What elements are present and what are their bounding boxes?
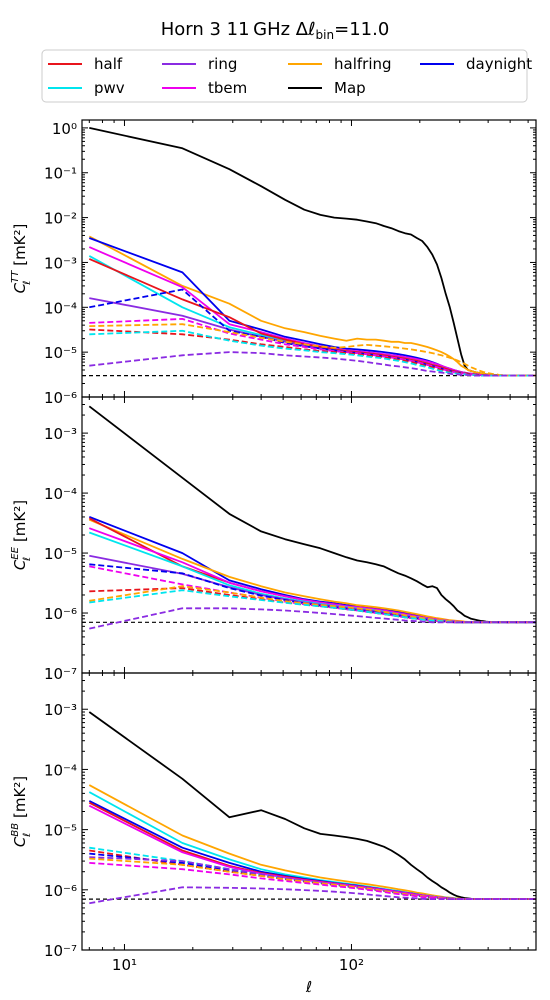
legend-label-half: half	[94, 55, 123, 73]
y-tick-label: 10⁻²	[44, 210, 77, 228]
y-tick-label: 10⁻⁶	[44, 605, 77, 623]
y-tick-label: 10⁻⁵	[44, 344, 77, 362]
y-tick-label: 10⁻⁵	[44, 545, 77, 563]
panel-frame	[81, 672, 537, 951]
series-halfring-solid	[88, 235, 536, 377]
series-half-solid	[88, 801, 536, 900]
x-axis-label: ℓ	[305, 978, 312, 996]
chart-title: Horn 3 11 GHz Δℓbin=11.0	[161, 19, 390, 42]
y-tick-label: 10⁻⁵	[44, 822, 77, 840]
series-daynight-solid	[88, 800, 536, 900]
y-tick-label: 10⁻⁴	[44, 485, 77, 503]
series-ring-dashed	[89, 886, 536, 905]
panel-2: 10⁻⁷ 10⁻⁶ 10⁻⁵ 10⁻⁴ 10⁻³ CEEℓ [mK²]	[10, 396, 537, 683]
y-axis-label: CTTℓ [mK²]	[10, 224, 33, 294]
series-map-solid	[88, 711, 536, 900]
y-tick-label: 10⁰	[52, 120, 77, 138]
series-ring-dashed	[89, 351, 536, 377]
legend-label-pwv: pwv	[94, 79, 125, 97]
y-axis-label: CEEℓ [mK²]	[10, 500, 33, 570]
y-tick-label: 10⁻¹	[44, 165, 77, 183]
y-tick-label: 10⁻⁷	[44, 665, 77, 683]
legend-label-halfring: halfring	[334, 55, 392, 73]
legend-label-daynight: daynight	[466, 55, 532, 73]
series-ring-dashed	[89, 607, 536, 630]
panel-1: 10⁻⁶ 10⁻⁵ 10⁻⁴ 10⁻³ 10⁻² 10⁻¹ 10⁰ CTTℓ [mK²]	[10, 119, 537, 407]
series-half-dashed	[89, 328, 536, 377]
panel-3: 10⁻⁷ 10⁻⁶ 10⁻⁵ 10⁻⁴ 10⁻³ CBBℓ [mK²]	[10, 672, 537, 960]
series-ring-solid	[89, 297, 536, 377]
series-pwv-dashed	[89, 329, 536, 377]
y-tick-label: 10⁻⁷	[44, 942, 77, 960]
legend-label-tbem: tbem	[208, 79, 247, 97]
series-daynight-solid	[88, 237, 536, 377]
x-tick-label: 10²	[339, 956, 364, 974]
series-map-solid	[89, 127, 536, 377]
y-tick-label: 10⁻³	[44, 254, 77, 272]
y-tick-label: 10⁻⁶	[44, 389, 77, 407]
y-tick-label: 10⁻⁴	[44, 299, 77, 317]
legend-label-ring: ring	[208, 55, 237, 73]
y-tick-label: 10⁻⁴	[44, 761, 77, 779]
y-axis-label: CBBℓ [mK²]	[10, 776, 33, 847]
y-tick-label: 10⁻⁶	[44, 882, 77, 900]
legend-label-map: Map	[334, 79, 366, 97]
y-tick-label: 10⁻³	[44, 425, 77, 443]
series-tbem-solid	[88, 804, 536, 900]
panel-frame	[81, 119, 537, 398]
y-tick-label: 10⁻³	[44, 701, 77, 719]
x-tick-label: 10¹	[112, 956, 137, 974]
panel-frame	[81, 396, 537, 674]
